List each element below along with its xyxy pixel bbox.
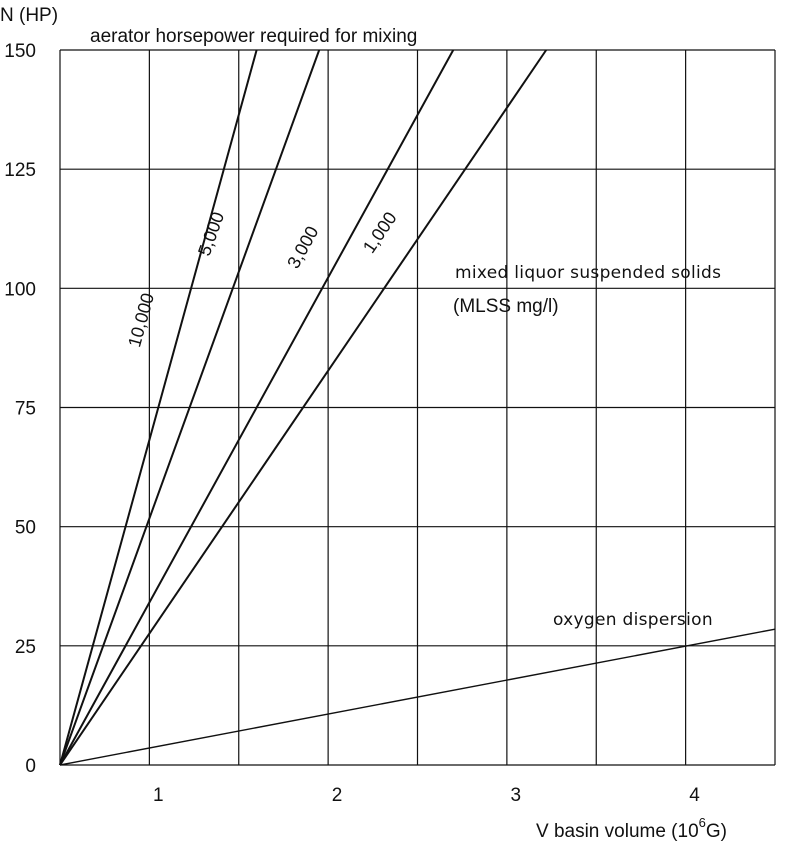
x-axis-label-suffix: G) [706, 821, 727, 842]
x-axis-label-prefix: V basin volume (10 [536, 821, 699, 842]
series-line [59, 49, 455, 766]
y-tick-label: 25 [15, 637, 36, 658]
series-line [59, 49, 321, 766]
x-tick-label: 1 [153, 785, 164, 806]
series-label-oxygen-dispersion: oxygen dispersion [553, 610, 713, 630]
series-lines [59, 49, 776, 766]
chart-title: aerator horsepower required for mixing [90, 26, 417, 47]
y-tick-label: 75 [15, 399, 36, 420]
x-axis-label-exp: 6 [699, 815, 706, 830]
series-group-unit: (MLSS mg/l) [453, 296, 559, 317]
grid [59, 49, 776, 766]
y-tick-label: 100 [4, 279, 36, 300]
series-line [59, 49, 548, 766]
y-tick-label: 125 [4, 160, 36, 181]
y-tick-label: 50 [15, 518, 36, 539]
x-axis-label: V basin volume (106G) [536, 815, 727, 842]
y-axis-label: N (HP) [0, 5, 58, 26]
chart-text: N (HP) aerator horsepower required for m… [0, 5, 727, 842]
y-tick-label: 0 [25, 756, 36, 777]
series-line [59, 628, 776, 766]
x-tick-label: 4 [689, 785, 700, 806]
series-group-label: mixed liquor suspended solids [455, 263, 721, 283]
series-line [59, 49, 258, 766]
y-tick-label: 150 [4, 41, 36, 62]
x-tick-label: 3 [511, 785, 522, 806]
x-tick-label: 2 [332, 785, 343, 806]
